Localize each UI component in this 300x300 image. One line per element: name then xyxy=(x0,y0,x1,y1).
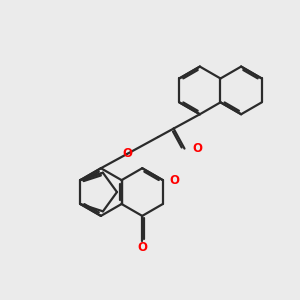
Text: O: O xyxy=(192,142,202,155)
Text: O: O xyxy=(169,174,179,187)
Text: O: O xyxy=(137,241,147,254)
Text: O: O xyxy=(122,147,132,161)
